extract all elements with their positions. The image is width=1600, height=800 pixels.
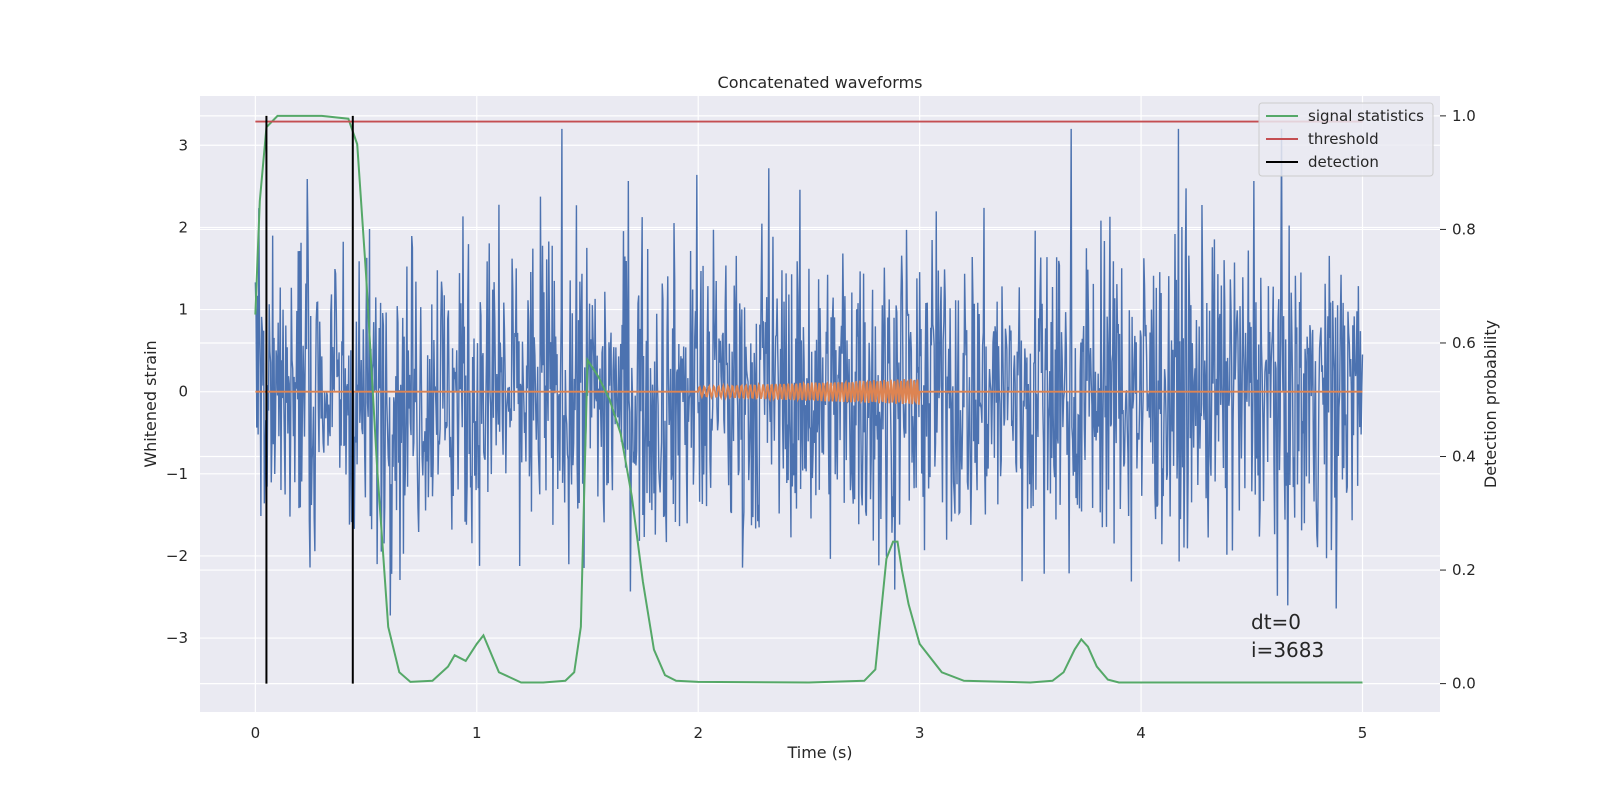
y-right-tick-label-1: 0.2 <box>1452 561 1476 579</box>
x-tick-label-0: 0 <box>251 724 261 742</box>
tick-layer: 0 1 2 3 4 5 −3 −2 −1 0 1 2 3 0.0 0.2 0.4 0.6 0.8 1.0 <box>166 107 1476 742</box>
x-tick-label-2: 2 <box>693 724 703 742</box>
y-left-tick-label-3: 0 <box>178 383 188 401</box>
y-right-tick-label-2: 0.4 <box>1452 448 1476 466</box>
annotation-dt: dt=0 <box>1251 610 1301 634</box>
y-left-tick-label-1: −2 <box>166 547 188 565</box>
x-tick-label-1: 1 <box>472 724 482 742</box>
y-left-tick-label-5: 2 <box>178 218 188 236</box>
x-tick-label-4: 4 <box>1136 724 1146 742</box>
y-left-tick-label-0: −3 <box>166 629 188 647</box>
y-left-tick-label-4: 1 <box>178 301 188 319</box>
x-tick-label-3: 3 <box>915 724 925 742</box>
legend-label-detection: detection <box>1308 153 1379 171</box>
legend-label-signal-statistics: signal statistics <box>1308 107 1424 125</box>
series-whitened-strain <box>254 128 1364 616</box>
annotation-group: dt=0 i=3683 <box>1251 610 1324 662</box>
x-tick-label-5: 5 <box>1358 724 1368 742</box>
y-right-tick-label-5: 1.0 <box>1452 107 1476 125</box>
y-right-tick-label-0: 0.0 <box>1452 675 1476 693</box>
x-axis-label: Time (s) <box>786 743 852 762</box>
legend-label-threshold: threshold <box>1308 130 1379 148</box>
y-right-tick-label-3: 0.6 <box>1452 334 1476 352</box>
y-right-tick-label-4: 0.8 <box>1452 220 1476 238</box>
series-layer <box>254 114 1364 684</box>
chart-title: Concatenated waveforms <box>718 73 923 92</box>
legend: signal statistics threshold detection <box>1258 102 1434 177</box>
y-axis-left-label: Whitened strain <box>141 340 160 467</box>
y-left-tick-label-6: 3 <box>178 136 188 154</box>
y-left-tick-label-2: −1 <box>166 465 188 483</box>
annotation-index: i=3683 <box>1251 638 1324 662</box>
series-signal-statistics <box>254 114 1363 684</box>
series-injected-waveform <box>255 378 1363 406</box>
legend-box <box>1258 102 1434 177</box>
y-axis-right-label: Detection probability <box>1481 320 1500 488</box>
